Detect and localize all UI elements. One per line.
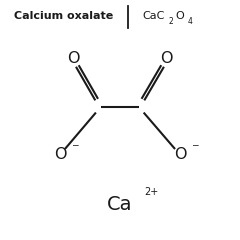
Text: CaC: CaC (143, 11, 165, 21)
Text: Ca: Ca (107, 194, 133, 214)
Text: O: O (175, 11, 184, 21)
Text: O: O (174, 147, 186, 162)
Text: O: O (161, 51, 173, 66)
Text: −: − (71, 141, 79, 150)
Text: O: O (54, 147, 66, 162)
Text: −: − (191, 141, 199, 150)
Text: 4: 4 (187, 17, 192, 26)
Text: 2+: 2+ (144, 187, 158, 198)
Text: Calcium oxalate: Calcium oxalate (14, 11, 114, 21)
Text: O: O (67, 51, 79, 66)
Text: 2: 2 (168, 17, 173, 26)
